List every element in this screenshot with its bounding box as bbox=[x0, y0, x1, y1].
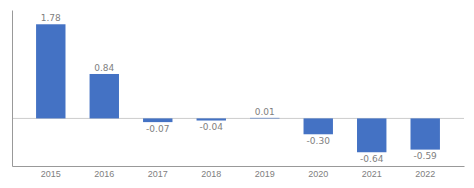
bar bbox=[304, 118, 333, 134]
data-label: -0.64 bbox=[360, 154, 384, 164]
chart: 1.78 0.84 -0.07 -0.04 0.01 -0.30 -0.64 -0.59 201… bbox=[0, 0, 474, 188]
data-labels: 1.78 0.84 -0.07 -0.04 0.01 -0.30 -0.64 -0.59 bbox=[41, 13, 437, 163]
x-tick: 2017 bbox=[148, 169, 168, 179]
bar bbox=[90, 74, 119, 118]
data-label: 0.01 bbox=[255, 107, 275, 117]
x-tick: 2015 bbox=[41, 169, 61, 179]
bar bbox=[250, 117, 279, 119]
x-tick-label: 2016 bbox=[94, 169, 114, 179]
zero-line bbox=[12, 118, 464, 119]
x-axis-line bbox=[13, 166, 465, 167]
x-tick-label: 2021 bbox=[362, 169, 382, 179]
x-tick-label: 2015 bbox=[41, 169, 61, 179]
x-tick-label: 2022 bbox=[415, 169, 435, 179]
x-tick-label: 2017 bbox=[148, 169, 168, 179]
bar bbox=[197, 118, 226, 120]
x-tick-label: 2020 bbox=[308, 169, 328, 179]
x-tick: 2016 bbox=[94, 169, 114, 179]
x-tick-label: 2019 bbox=[255, 169, 275, 179]
x-tick: 2018 bbox=[201, 169, 221, 179]
data-label: 0.84 bbox=[94, 63, 114, 73]
x-tick: 2020 bbox=[308, 169, 328, 179]
x-tick: 2019 bbox=[255, 169, 275, 179]
x-tick-label: 2018 bbox=[201, 169, 221, 179]
bar bbox=[36, 24, 65, 118]
data-label: -0.04 bbox=[200, 122, 224, 132]
data-label: 1.78 bbox=[41, 13, 61, 23]
plot: 1.78 0.84 -0.07 -0.04 0.01 -0.30 -0.64 -0.59 201… bbox=[12, 11, 465, 180]
bar bbox=[357, 118, 386, 152]
data-label: -0.30 bbox=[307, 136, 331, 146]
y-axis-line bbox=[12, 11, 13, 167]
x-tick: 2022 bbox=[415, 169, 435, 179]
y-axis bbox=[12, 11, 13, 167]
x-tick: 2021 bbox=[362, 169, 382, 179]
x-axis: 2015 2016 2017 2018 2019 2020 2021 2022 bbox=[13, 167, 465, 180]
bar bbox=[411, 118, 440, 149]
bar bbox=[143, 118, 172, 122]
data-label: -0.59 bbox=[414, 151, 438, 161]
bars bbox=[12, 24, 464, 152]
data-label: -0.07 bbox=[146, 124, 169, 134]
